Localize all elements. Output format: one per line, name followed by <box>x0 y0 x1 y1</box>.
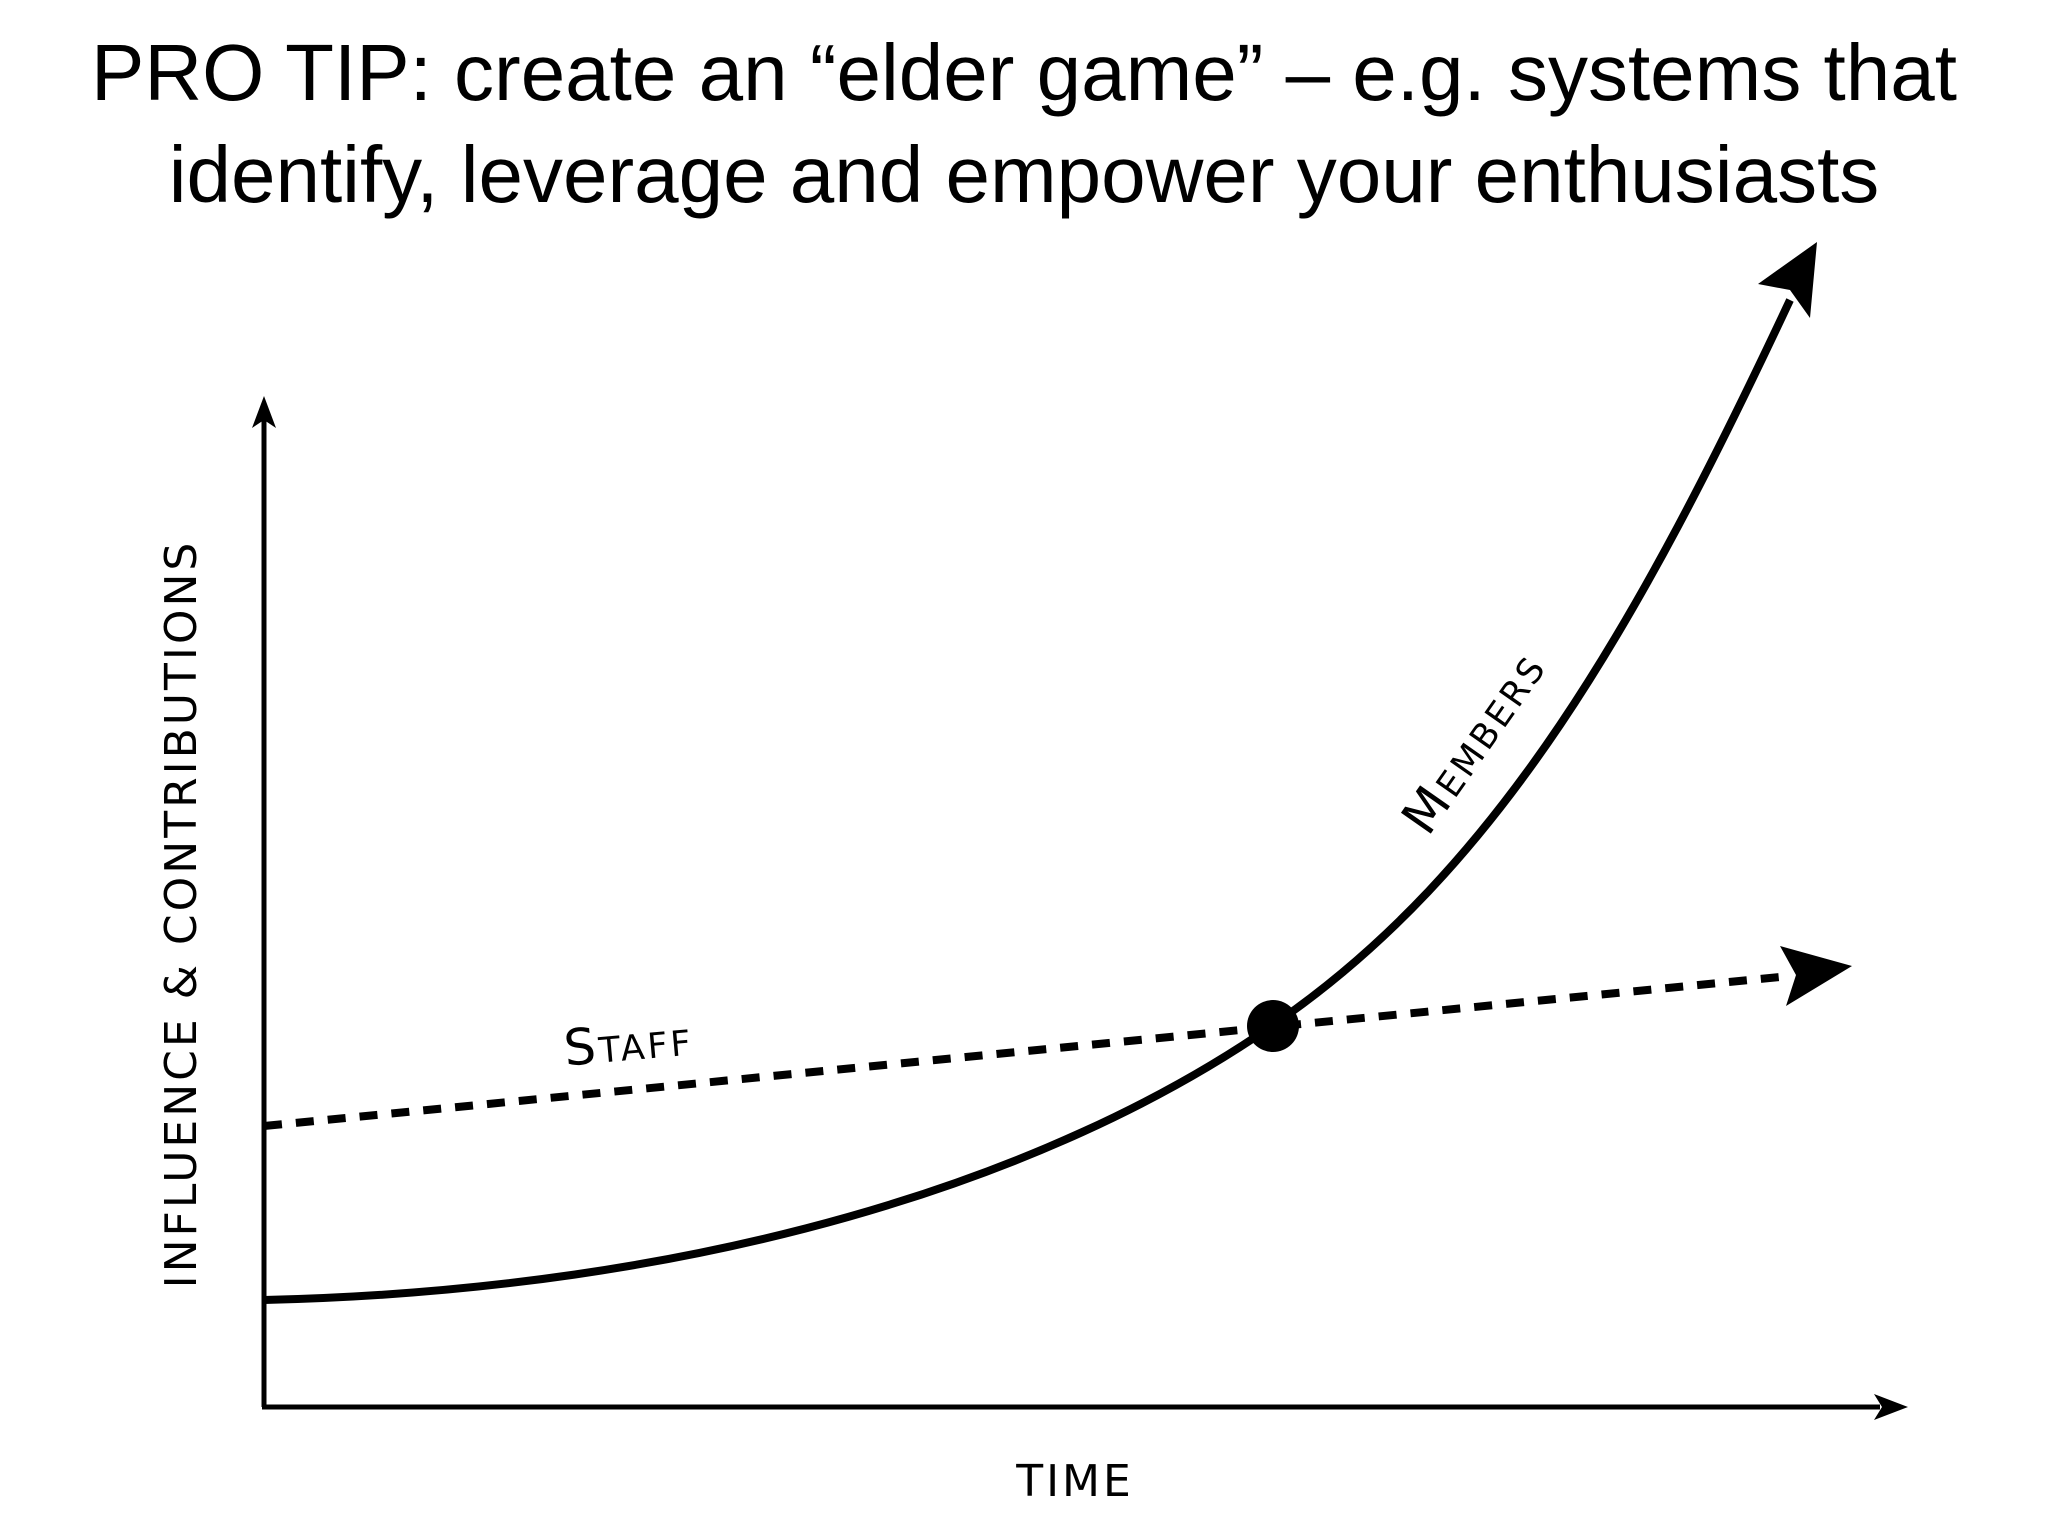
staff-label: Staff <box>561 1009 695 1078</box>
x-axis-arrow <box>1874 1394 1908 1420</box>
y-axis-label: Influence & Contributions <box>156 540 207 1289</box>
crossover-point <box>1247 1000 1299 1052</box>
y-axis-arrow <box>252 396 276 428</box>
staff-arrow <box>1780 946 1852 1006</box>
x-axis-label: Time <box>1015 1456 1134 1507</box>
staff-curve <box>263 972 1791 1130</box>
title-line: identify, leverage and empower your enth… <box>169 130 1880 219</box>
members-label: Members <box>1390 640 1557 845</box>
members-arrow <box>1758 242 1817 318</box>
members-curve <box>263 298 1794 1304</box>
title-line: PRO TIP: create an “elder game” – e.g. s… <box>91 28 1957 117</box>
